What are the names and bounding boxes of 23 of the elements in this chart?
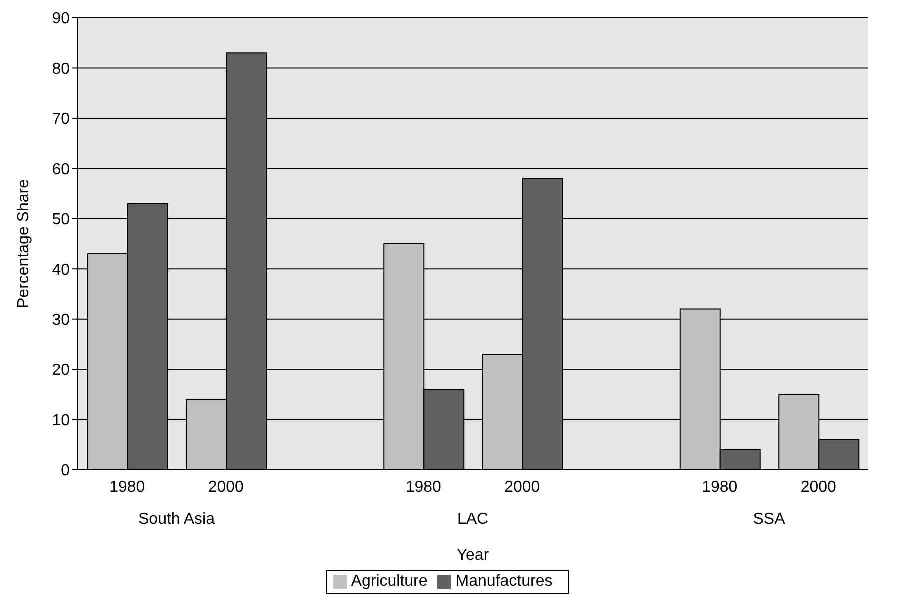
x-tick-label: 1980 [110, 479, 146, 496]
y-tick-label: 40 [52, 262, 70, 279]
y-tick-label: 10 [52, 412, 70, 430]
x-tick-label: 2000 [208, 479, 244, 496]
y-tick-label: 30 [52, 312, 70, 330]
text: SSA [753, 511, 786, 528]
text: South Asia [138, 511, 216, 528]
y-tick-label: 60 [52, 161, 70, 178]
x-tick-label: 2000 [800, 479, 837, 496]
text: LAC [457, 511, 489, 528]
x-tick-label: 1980 [406, 479, 442, 496]
y-tick-label: 20 [52, 362, 70, 380]
y-tick-label: 80 [52, 60, 70, 78]
y-tick-label: 0 [61, 462, 70, 480]
legend-label: Agriculture [351, 573, 428, 590]
x-axis-title: Year [456, 547, 490, 564]
x-tick-label: 2000 [504, 479, 540, 496]
y-tick-label: 70 [52, 111, 70, 128]
y-tick-label: 50 [52, 212, 70, 229]
legend-label: Manufactures [456, 573, 553, 590]
x-tick-label: 1980 [702, 479, 738, 496]
y-tick-label: 90 [52, 10, 70, 28]
y-axis-title: Percentage Share [16, 179, 33, 308]
